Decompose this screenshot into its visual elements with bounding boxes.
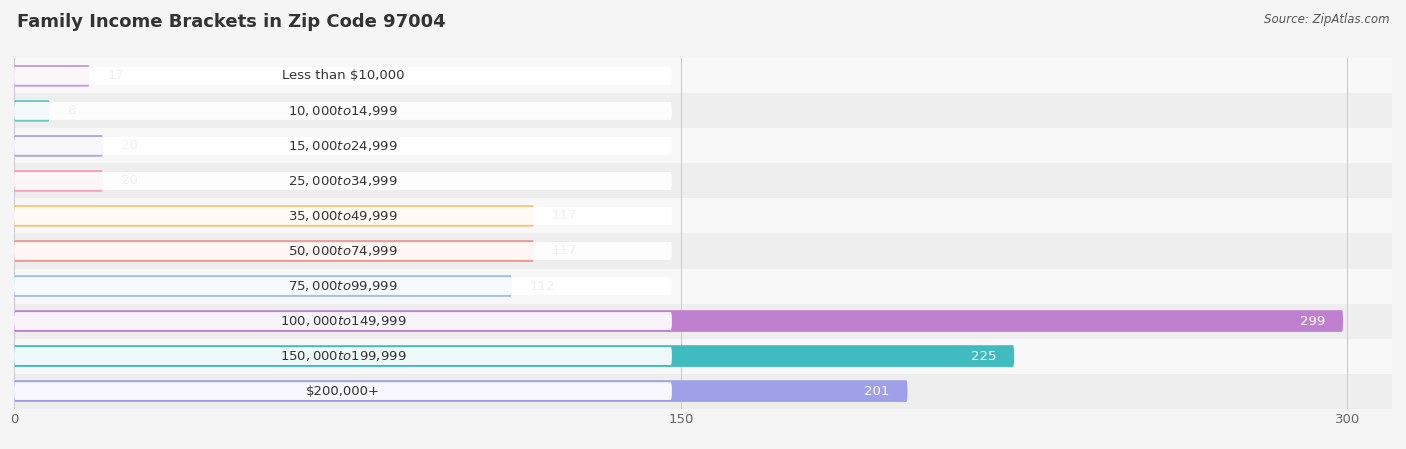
- Text: $200,000+: $200,000+: [307, 385, 380, 397]
- FancyBboxPatch shape: [14, 233, 1392, 269]
- FancyBboxPatch shape: [14, 277, 672, 295]
- FancyBboxPatch shape: [14, 93, 1392, 128]
- Text: 20: 20: [121, 140, 138, 152]
- FancyBboxPatch shape: [14, 240, 534, 262]
- Text: 225: 225: [972, 350, 997, 362]
- Text: 201: 201: [865, 385, 890, 397]
- FancyBboxPatch shape: [14, 128, 1392, 163]
- FancyBboxPatch shape: [14, 198, 1392, 233]
- FancyBboxPatch shape: [14, 345, 1014, 367]
- Text: 117: 117: [553, 210, 578, 222]
- FancyBboxPatch shape: [14, 100, 49, 122]
- Text: 112: 112: [530, 280, 555, 292]
- Text: Source: ZipAtlas.com: Source: ZipAtlas.com: [1264, 13, 1389, 26]
- Text: Less than $10,000: Less than $10,000: [281, 70, 404, 82]
- Text: $150,000 to $199,999: $150,000 to $199,999: [280, 349, 406, 363]
- Text: 8: 8: [67, 105, 76, 117]
- FancyBboxPatch shape: [14, 163, 1392, 198]
- FancyBboxPatch shape: [14, 67, 672, 85]
- FancyBboxPatch shape: [14, 135, 103, 157]
- Text: $75,000 to $99,999: $75,000 to $99,999: [288, 279, 398, 293]
- FancyBboxPatch shape: [14, 207, 672, 225]
- FancyBboxPatch shape: [14, 242, 672, 260]
- FancyBboxPatch shape: [14, 380, 907, 402]
- FancyBboxPatch shape: [14, 137, 672, 155]
- Text: $50,000 to $74,999: $50,000 to $74,999: [288, 244, 398, 258]
- FancyBboxPatch shape: [14, 347, 672, 365]
- FancyBboxPatch shape: [14, 65, 90, 87]
- Text: $15,000 to $24,999: $15,000 to $24,999: [288, 139, 398, 153]
- FancyBboxPatch shape: [14, 269, 1392, 304]
- FancyBboxPatch shape: [14, 275, 512, 297]
- FancyBboxPatch shape: [14, 310, 1343, 332]
- FancyBboxPatch shape: [14, 172, 672, 190]
- Text: 117: 117: [553, 245, 578, 257]
- FancyBboxPatch shape: [14, 102, 672, 120]
- FancyBboxPatch shape: [14, 58, 1392, 93]
- FancyBboxPatch shape: [14, 339, 1392, 374]
- FancyBboxPatch shape: [14, 382, 672, 400]
- FancyBboxPatch shape: [14, 170, 103, 192]
- Text: 299: 299: [1301, 315, 1326, 327]
- Text: $25,000 to $34,999: $25,000 to $34,999: [288, 174, 398, 188]
- FancyBboxPatch shape: [14, 205, 534, 227]
- Text: 17: 17: [107, 70, 124, 82]
- Text: $35,000 to $49,999: $35,000 to $49,999: [288, 209, 398, 223]
- Text: Family Income Brackets in Zip Code 97004: Family Income Brackets in Zip Code 97004: [17, 13, 446, 31]
- FancyBboxPatch shape: [14, 312, 672, 330]
- FancyBboxPatch shape: [14, 374, 1392, 409]
- Text: 20: 20: [121, 175, 138, 187]
- FancyBboxPatch shape: [14, 304, 1392, 339]
- Text: $10,000 to $14,999: $10,000 to $14,999: [288, 104, 398, 118]
- Text: $100,000 to $149,999: $100,000 to $149,999: [280, 314, 406, 328]
